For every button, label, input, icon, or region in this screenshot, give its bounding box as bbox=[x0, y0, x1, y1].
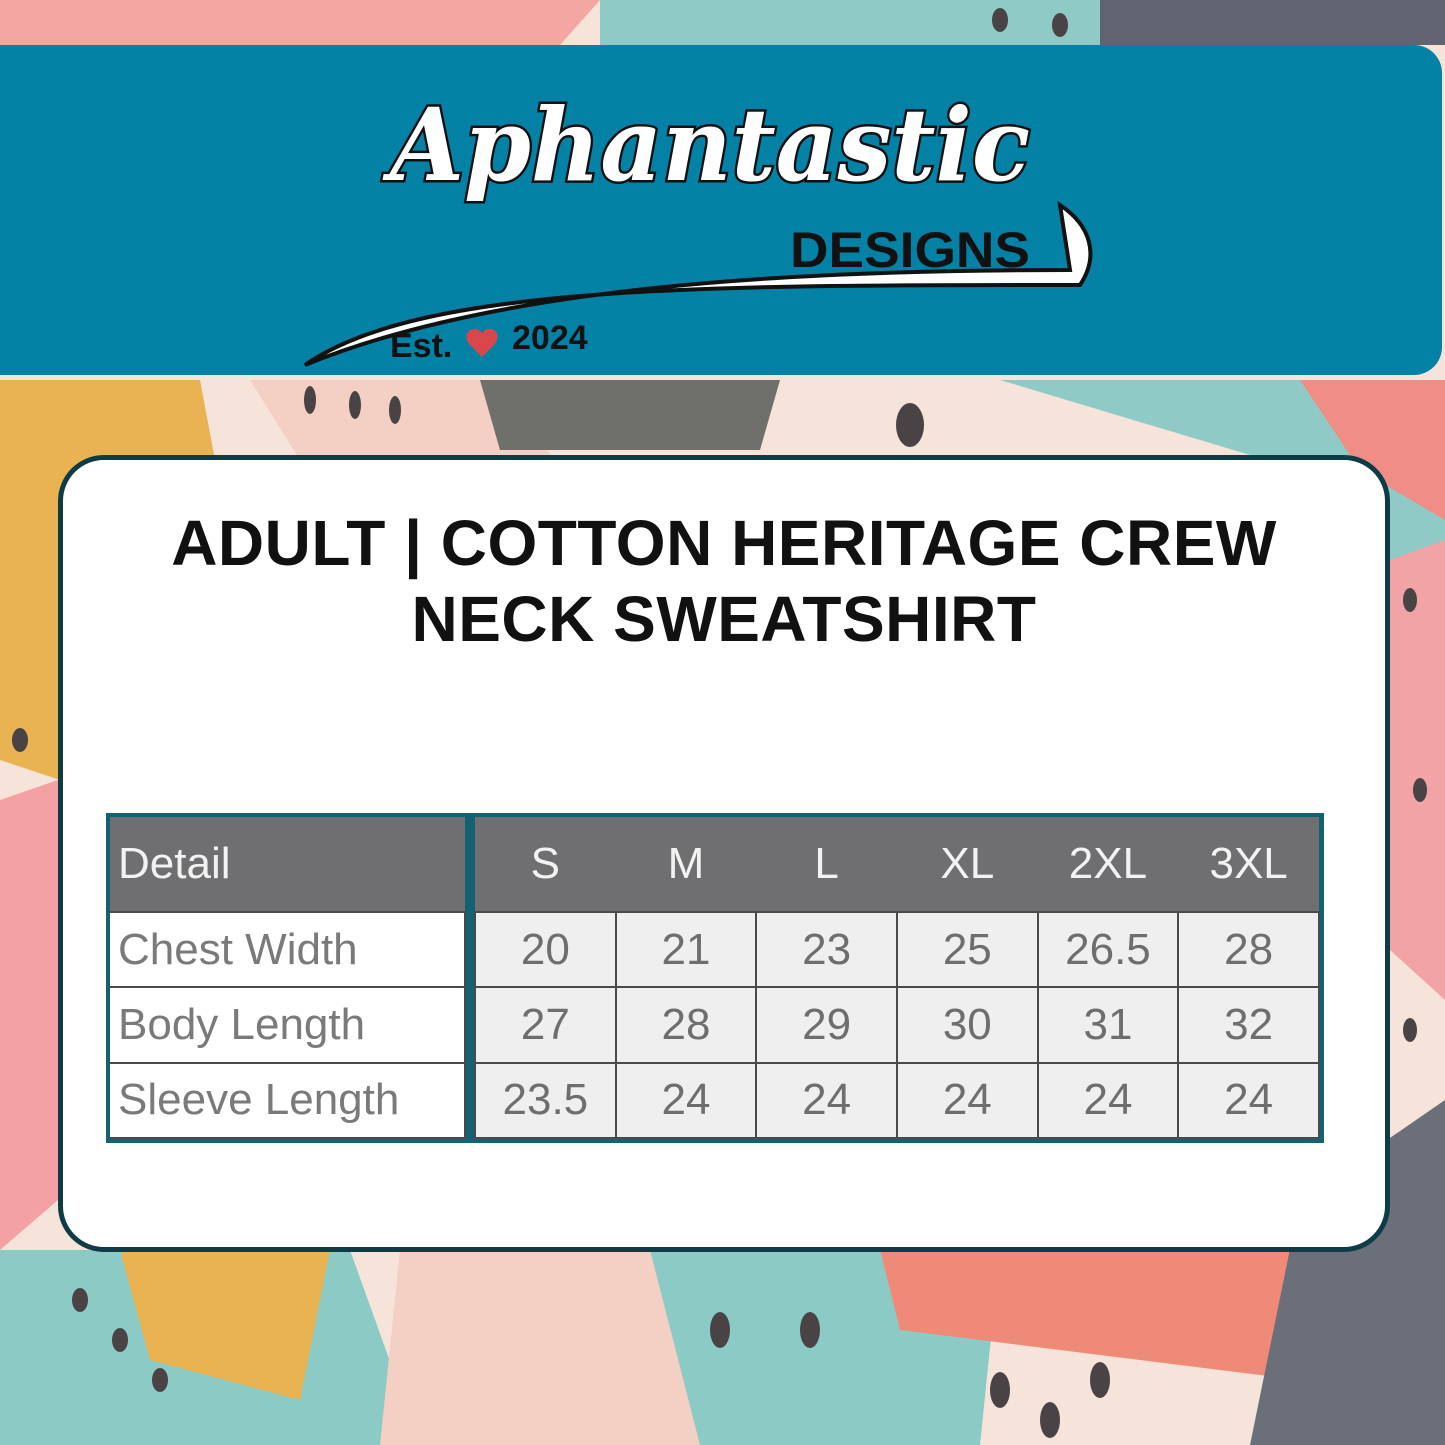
cell: 27 bbox=[474, 986, 617, 1064]
logo-est: Est. bbox=[390, 327, 452, 365]
logo-designs: DESIGNS bbox=[790, 222, 1030, 278]
row-label: Body Length bbox=[110, 986, 466, 1064]
cell: 30 bbox=[895, 986, 1039, 1064]
column-divider bbox=[465, 817, 475, 912]
cell: 23.5 bbox=[474, 1061, 617, 1140]
size-table: Detail S M L XL 2XL 3XL Chest Width 20 2… bbox=[106, 813, 1324, 1143]
logo-year: 2024 bbox=[512, 319, 588, 357]
header-size: 2XL bbox=[1037, 817, 1179, 912]
product-title: ADULT | COTTON HERITAGE CREW NECK SWEATS… bbox=[63, 505, 1385, 657]
cell: 25 bbox=[895, 910, 1039, 989]
cell: 28 bbox=[614, 986, 758, 1064]
header-banner bbox=[0, 45, 1442, 375]
cell: 20 bbox=[474, 910, 617, 989]
column-divider bbox=[465, 912, 475, 988]
cell: 32 bbox=[1177, 986, 1320, 1064]
row-label: Chest Width bbox=[110, 910, 466, 989]
cell: 23 bbox=[755, 910, 898, 989]
title-line-1: ADULT | COTTON HERITAGE CREW bbox=[171, 507, 1277, 579]
cell: 29 bbox=[755, 986, 898, 1064]
cell: 24 bbox=[755, 1061, 898, 1140]
table-row: Body Length 27 28 29 30 31 32 bbox=[110, 986, 1320, 1064]
cell: 26.5 bbox=[1036, 910, 1180, 989]
header-size: 3XL bbox=[1178, 817, 1319, 912]
heart-icon bbox=[466, 328, 498, 357]
column-divider bbox=[465, 1062, 475, 1138]
brand-logo: Aphantastic DESIGNS Est. 2024 bbox=[303, 84, 1093, 367]
cell: 31 bbox=[1036, 986, 1180, 1064]
header-detail: Detail bbox=[110, 817, 465, 912]
cell: 24 bbox=[1177, 1061, 1320, 1140]
table-header-row: Detail S M L XL 2XL 3XL bbox=[110, 817, 1319, 912]
cell: 24 bbox=[895, 1061, 1039, 1140]
header-size: XL bbox=[896, 817, 1038, 912]
table-row: Sleeve Length 23.5 24 24 24 24 24 bbox=[110, 1061, 1320, 1140]
row-label: Sleeve Length bbox=[110, 1061, 466, 1140]
table-row: Chest Width 20 21 23 25 26.5 28 bbox=[110, 910, 1320, 989]
cell: 21 bbox=[614, 910, 758, 989]
header-size: L bbox=[756, 817, 897, 912]
logo-wordmark: Aphantastic bbox=[382, 86, 1030, 204]
cell: 24 bbox=[1036, 1061, 1180, 1140]
title-line-2: NECK SWEATSHIRT bbox=[411, 583, 1037, 655]
header-size: S bbox=[475, 817, 616, 912]
cell: 28 bbox=[1177, 910, 1320, 989]
cell: 24 bbox=[614, 1061, 758, 1140]
header-size: M bbox=[615, 817, 757, 912]
column-divider bbox=[465, 987, 475, 1063]
